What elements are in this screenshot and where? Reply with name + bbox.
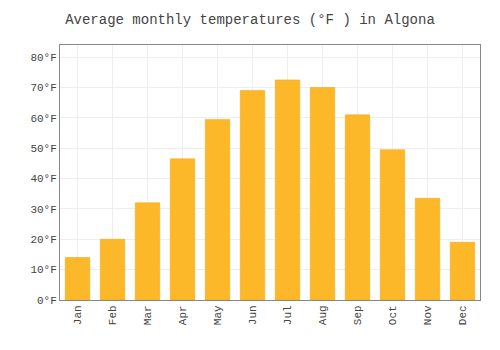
svg-text:Oct: Oct [387,305,399,325]
svg-text:50°F: 50°F [30,143,56,155]
svg-text:Dec: Dec [457,305,469,325]
svg-text:80°F: 80°F [30,52,56,64]
svg-text:Average monthly temperatures (: Average monthly temperatures (°F ) in Al… [65,12,435,28]
svg-text:70°F: 70°F [30,82,56,94]
svg-text:30°F: 30°F [30,204,56,216]
svg-text:Mar: Mar [142,305,154,325]
svg-text:Nov: Nov [422,305,434,325]
svg-text:May: May [212,305,224,325]
svg-text:40°F: 40°F [30,173,56,185]
svg-text:Jan: Jan [72,305,84,325]
svg-text:Jun: Jun [247,305,259,325]
svg-text:Sep: Sep [352,305,364,325]
svg-text:60°F: 60°F [30,113,56,125]
svg-text:Feb: Feb [107,305,119,325]
svg-text:Apr: Apr [177,305,189,325]
svg-text:0°F: 0°F [37,295,57,307]
svg-text:20°F: 20°F [30,234,56,246]
svg-text:Jul: Jul [282,305,294,325]
svg-text:10°F: 10°F [30,264,56,276]
svg-text:Aug: Aug [317,305,329,325]
